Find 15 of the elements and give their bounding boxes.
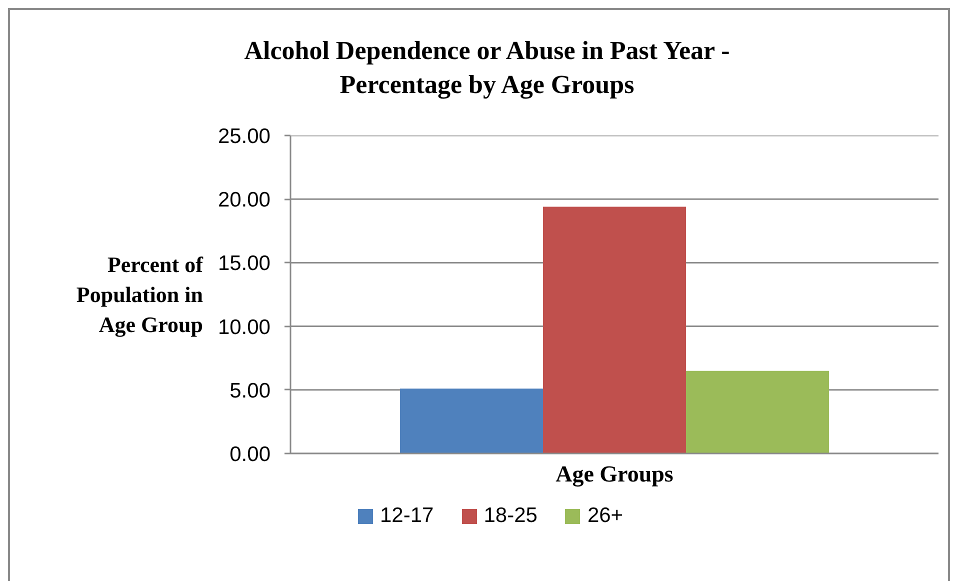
y-tick-label: 20.00 [218, 188, 271, 212]
y-tick-label: 15.00 [218, 252, 271, 276]
y-tick-label: 0.00 [230, 443, 271, 466]
legend-label: 26+ [587, 503, 624, 529]
bar [686, 370, 829, 454]
y-tick-label: 10.00 [218, 316, 271, 339]
y-tick-label: 25.00 [218, 125, 271, 148]
legend-label: 12-17 [380, 503, 434, 529]
y-tick-label: 5.00 [230, 379, 271, 402]
x-axis-title: Age Groups [556, 462, 674, 488]
chart-title: Alcohol Dependence or Abuse in Past Year - Percentage by Age Groups [244, 35, 730, 101]
bar [543, 206, 686, 454]
y-axis-title: Percent of Population in Age Group [76, 252, 204, 337]
legend-label: 18-25 [484, 503, 538, 529]
bar [400, 388, 544, 454]
